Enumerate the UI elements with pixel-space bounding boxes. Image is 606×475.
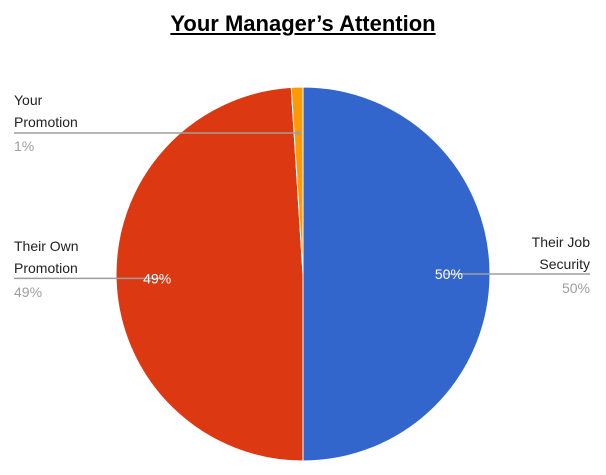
slice-value-label: 49%	[143, 271, 171, 287]
slice-category-label: Promotion	[14, 114, 78, 130]
slice-category-label: Their Job	[532, 234, 591, 250]
slice-value-label: 50%	[435, 266, 463, 282]
slice-percent-label: 50%	[562, 280, 590, 296]
slice-category-label: Security	[539, 256, 590, 272]
pie-slice-their-own-promotion	[115, 86, 304, 462]
chart-title: Your Manager’s Attention	[170, 11, 436, 36]
slice-category-label: Their Own	[14, 238, 79, 254]
slice-percent-label: 1%	[14, 138, 34, 154]
slice-percent-label: 49%	[14, 284, 42, 300]
slice-category-label: Promotion	[14, 260, 78, 276]
leader-dot	[296, 131, 301, 135]
slice-category-label: Your	[14, 92, 43, 108]
